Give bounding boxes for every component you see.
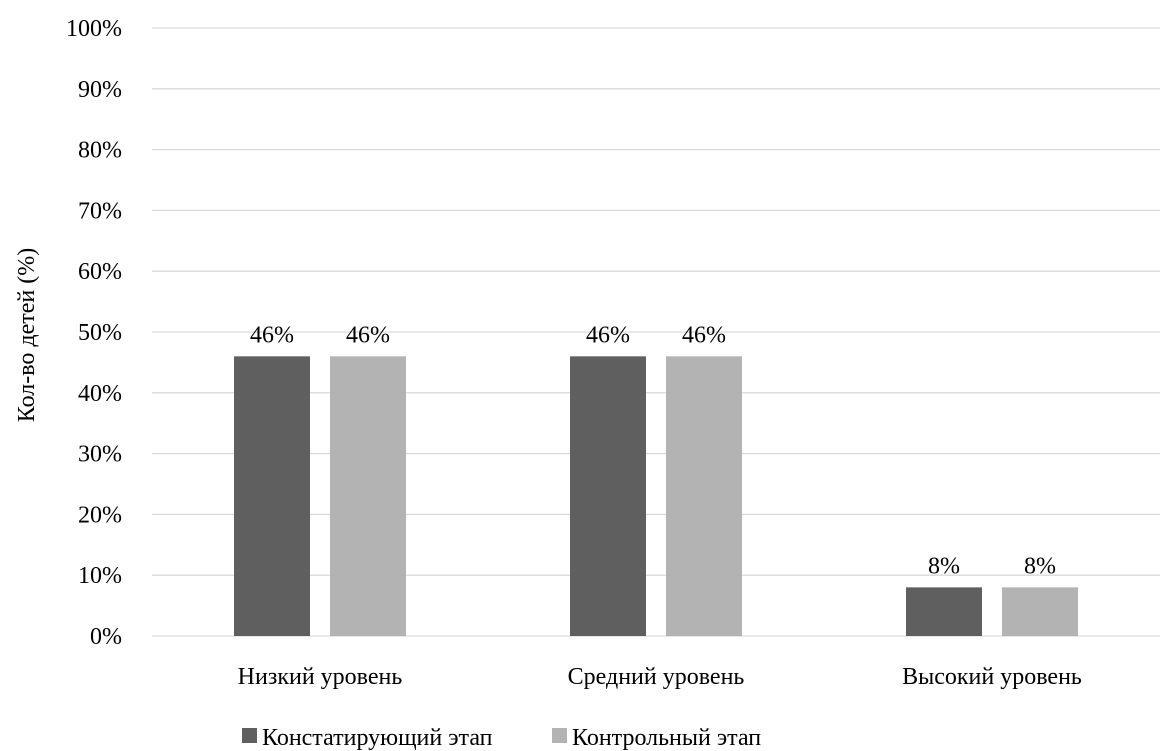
y-tick-label: 100%	[66, 16, 122, 42]
bars	[234, 356, 1078, 636]
x-axis-categories: Низкий уровень Средний уровень Высокий уро…	[238, 664, 1082, 690]
y-tick-label: 60%	[78, 259, 122, 285]
bar-1-3	[906, 587, 982, 636]
data-label: 46%	[346, 322, 390, 348]
bar-1-2	[570, 356, 646, 636]
y-tick-label: 20%	[78, 502, 122, 528]
category-label: Низкий уровень	[238, 664, 403, 690]
bar-2-1	[330, 356, 406, 636]
legend-label-1: Констатирующий этап	[262, 725, 493, 751]
legend: Констатирующий этап Контрольный этап	[242, 725, 761, 751]
bar-1-1	[234, 356, 310, 636]
data-label: 8%	[1024, 553, 1056, 579]
category-label: Средний уровень	[568, 664, 745, 690]
legend-swatch-2	[552, 728, 567, 743]
category-label: Высокий уровень	[902, 664, 1082, 690]
legend-swatch-1	[242, 728, 257, 743]
y-tick-label: 10%	[78, 563, 122, 589]
legend-label-2: Контрольный этап	[572, 725, 761, 751]
y-tick-label: 30%	[78, 442, 122, 468]
data-label: 46%	[250, 322, 294, 348]
gridlines	[152, 27, 1160, 637]
y-axis-title: Кол-во детей (%)	[14, 248, 40, 422]
data-label: 46%	[586, 322, 630, 348]
y-axis-ticks: 0% 10% 20% 30% 40% 50% 60% 70% 80% 90% 100%	[66, 16, 122, 650]
data-label: 8%	[928, 553, 960, 579]
bar-2-3	[1002, 587, 1078, 636]
y-tick-label: 90%	[78, 77, 122, 103]
y-tick-label: 70%	[78, 198, 122, 224]
data-label: 46%	[682, 322, 726, 348]
bar-2-2	[666, 356, 742, 636]
y-tick-label: 80%	[78, 138, 122, 164]
data-labels: 46% 46% 46% 46% 8% 8%	[250, 322, 1056, 579]
y-tick-label: 0%	[90, 624, 122, 650]
y-tick-label: 40%	[78, 381, 122, 407]
y-tick-label: 50%	[78, 320, 122, 346]
